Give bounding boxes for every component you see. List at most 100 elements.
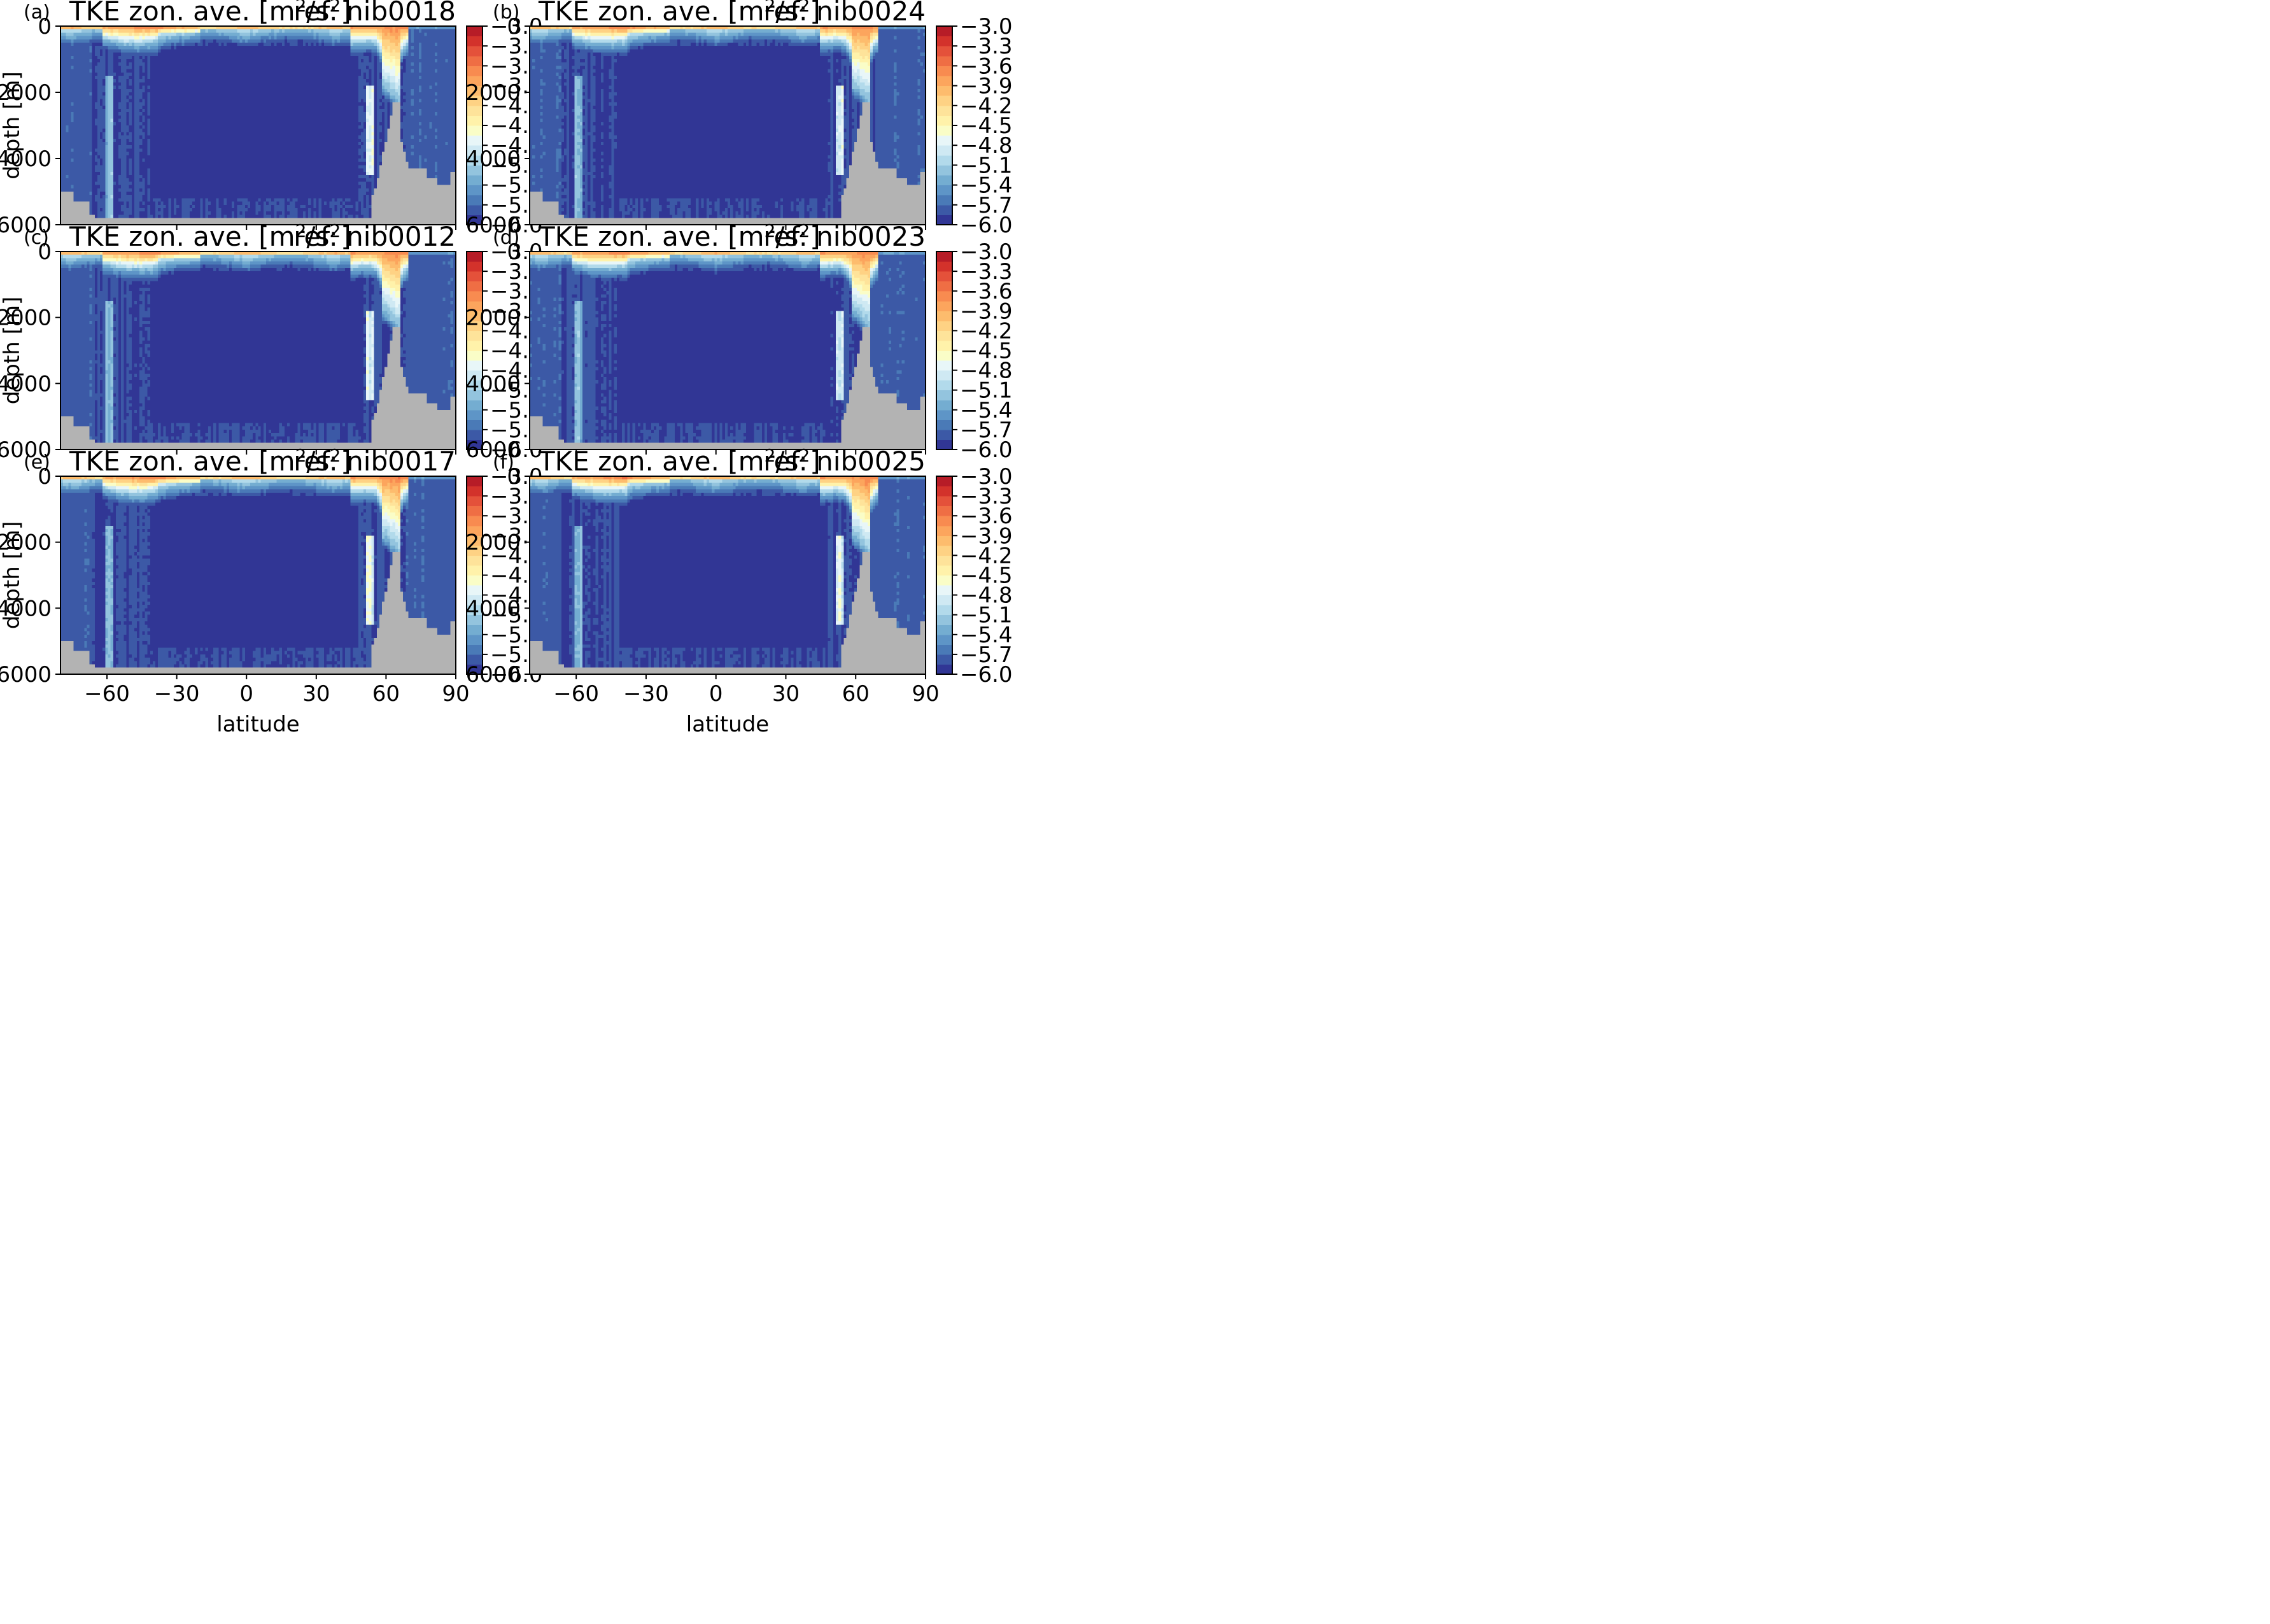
heatmap-cell bbox=[79, 198, 82, 202]
heatmap-cell bbox=[79, 32, 82, 36]
heatmap-cell bbox=[81, 73, 85, 76]
heatmap-cell bbox=[71, 215, 74, 218]
heatmap-cell bbox=[81, 76, 85, 80]
heatmap-cell bbox=[71, 115, 74, 119]
heatmap-cell bbox=[66, 202, 69, 206]
heatmap-cell bbox=[74, 148, 77, 152]
heatmap-cell bbox=[63, 211, 66, 215]
heatmap-cell bbox=[74, 139, 77, 143]
heatmap-cell bbox=[81, 109, 85, 113]
heatmap-cell bbox=[68, 172, 71, 176]
heatmap-cell bbox=[84, 102, 87, 106]
heatmap-cell bbox=[76, 79, 80, 83]
heatmap-cell bbox=[71, 159, 74, 162]
heatmap-cell bbox=[68, 62, 71, 66]
heatmap-cell bbox=[71, 195, 74, 199]
heatmap-cell bbox=[84, 172, 87, 176]
heatmap-cell bbox=[66, 32, 69, 36]
heatmap-cell bbox=[63, 86, 66, 90]
heatmap-cell bbox=[84, 73, 87, 76]
heatmap-cell bbox=[68, 152, 71, 156]
heatmap-cell bbox=[84, 208, 87, 212]
heatmap-cell bbox=[66, 142, 69, 146]
heatmap-cell bbox=[76, 129, 80, 132]
heatmap-cell bbox=[71, 119, 74, 123]
heatmap-cell bbox=[68, 73, 71, 76]
heatmap-cell bbox=[81, 172, 85, 176]
heatmap-cell bbox=[68, 195, 71, 199]
heatmap-cell bbox=[66, 92, 69, 96]
heatmap-cell bbox=[66, 76, 69, 80]
heatmap-cell bbox=[84, 36, 87, 40]
heatmap-cell bbox=[76, 73, 80, 76]
heatmap-cell bbox=[66, 165, 69, 169]
heatmap-cell bbox=[76, 198, 80, 202]
heatmap-cell bbox=[76, 112, 80, 116]
heatmap-cell bbox=[68, 211, 71, 215]
heatmap-cell bbox=[66, 95, 69, 99]
heatmap-cell bbox=[81, 175, 85, 179]
heatmap-cell bbox=[79, 43, 82, 46]
heatmap-cell bbox=[74, 122, 77, 126]
heatmap-cell bbox=[71, 122, 74, 126]
heatmap-cell bbox=[74, 36, 77, 40]
heatmap-cell bbox=[76, 109, 80, 113]
heatmap-cell bbox=[84, 175, 87, 179]
heatmap-cell bbox=[84, 99, 87, 102]
heatmap-cell bbox=[84, 119, 87, 123]
heatmap-cell bbox=[63, 178, 66, 182]
heatmap-cell bbox=[66, 132, 69, 136]
heatmap-cell bbox=[68, 159, 71, 162]
heatmap-cell bbox=[66, 169, 69, 173]
heatmap-cell bbox=[81, 119, 85, 123]
heatmap-cell bbox=[79, 29, 82, 33]
heatmap-cell bbox=[84, 181, 87, 185]
heatmap-cell bbox=[76, 82, 80, 86]
heatmap-cell bbox=[81, 205, 85, 209]
heatmap-cell bbox=[74, 175, 77, 179]
heatmap-cell bbox=[87, 69, 90, 73]
heatmap-cell bbox=[68, 136, 71, 139]
heatmap-cell bbox=[79, 169, 82, 173]
heatmap-cell bbox=[68, 169, 71, 173]
heatmap-cell bbox=[79, 89, 82, 93]
heatmap-cell bbox=[71, 56, 74, 60]
heatmap-cell bbox=[68, 181, 71, 185]
heatmap-cell bbox=[87, 79, 90, 83]
heatmap-cell bbox=[79, 132, 82, 136]
heatmap-cell bbox=[68, 185, 71, 189]
heatmap-cell bbox=[63, 89, 66, 93]
heatmap-cell bbox=[79, 148, 82, 152]
heatmap-cell bbox=[84, 195, 87, 199]
heatmap-cell bbox=[74, 181, 77, 185]
heatmap-cell bbox=[87, 152, 90, 156]
heatmap-cell bbox=[63, 69, 66, 73]
heatmap-cell bbox=[66, 69, 69, 73]
heatmap-cell bbox=[63, 43, 66, 46]
heatmap-cell bbox=[87, 39, 90, 43]
heatmap-cell bbox=[84, 159, 87, 162]
heatmap-cell bbox=[84, 69, 87, 73]
heatmap-cell bbox=[76, 152, 80, 156]
heatmap-cell bbox=[66, 155, 69, 159]
heatmap-cell bbox=[71, 102, 74, 106]
heatmap-cell bbox=[74, 39, 77, 43]
heatmap-cell bbox=[87, 148, 90, 152]
heatmap-cell bbox=[71, 36, 74, 40]
heatmap-cell bbox=[66, 136, 69, 139]
heatmap-cell bbox=[76, 211, 80, 215]
heatmap-cell bbox=[74, 195, 77, 199]
heatmap-cell bbox=[71, 132, 74, 136]
heatmap-cell bbox=[81, 195, 85, 199]
heatmap-cell bbox=[76, 99, 80, 102]
heatmap-cell bbox=[71, 82, 74, 86]
heatmap-cell bbox=[87, 49, 90, 53]
heatmap-cell bbox=[71, 73, 74, 76]
heatmap-cell bbox=[84, 162, 87, 166]
heatmap-cell bbox=[71, 169, 74, 173]
heatmap-cell bbox=[68, 215, 71, 218]
heatmap-cell bbox=[76, 136, 80, 139]
heatmap-cell bbox=[76, 139, 80, 143]
figure: 0200040006000(a) TKE zon. ave. [m2/s2]ref… bbox=[0, 0, 2270, 1624]
heatmap-cell bbox=[66, 139, 69, 143]
